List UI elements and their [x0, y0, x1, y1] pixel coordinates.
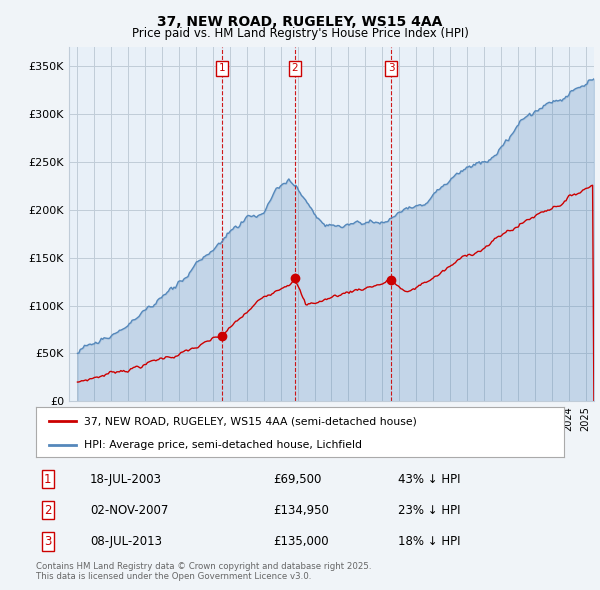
Text: Price paid vs. HM Land Registry's House Price Index (HPI): Price paid vs. HM Land Registry's House … [131, 27, 469, 40]
Text: 37, NEW ROAD, RUGELEY, WS15 4AA: 37, NEW ROAD, RUGELEY, WS15 4AA [157, 15, 443, 29]
Text: 2: 2 [44, 504, 52, 517]
Text: 2: 2 [292, 63, 298, 73]
Text: 1: 1 [44, 473, 52, 486]
Text: 3: 3 [44, 535, 52, 548]
Text: 1: 1 [219, 63, 226, 73]
Text: 43% ↓ HPI: 43% ↓ HPI [398, 473, 460, 486]
Text: £69,500: £69,500 [274, 473, 322, 486]
Text: 08-JUL-2013: 08-JUL-2013 [90, 535, 162, 548]
Text: £134,950: £134,950 [274, 504, 329, 517]
Text: 37, NEW ROAD, RUGELEY, WS15 4AA (semi-detached house): 37, NEW ROAD, RUGELEY, WS15 4AA (semi-de… [83, 416, 416, 426]
Text: Contains HM Land Registry data © Crown copyright and database right 2025.
This d: Contains HM Land Registry data © Crown c… [36, 562, 371, 581]
Text: HPI: Average price, semi-detached house, Lichfield: HPI: Average price, semi-detached house,… [83, 440, 362, 450]
Text: £135,000: £135,000 [274, 535, 329, 548]
Text: 02-NOV-2007: 02-NOV-2007 [90, 504, 169, 517]
Text: 23% ↓ HPI: 23% ↓ HPI [398, 504, 460, 517]
Text: 18-JUL-2003: 18-JUL-2003 [90, 473, 162, 486]
Text: 18% ↓ HPI: 18% ↓ HPI [398, 535, 460, 548]
Text: 3: 3 [388, 63, 394, 73]
